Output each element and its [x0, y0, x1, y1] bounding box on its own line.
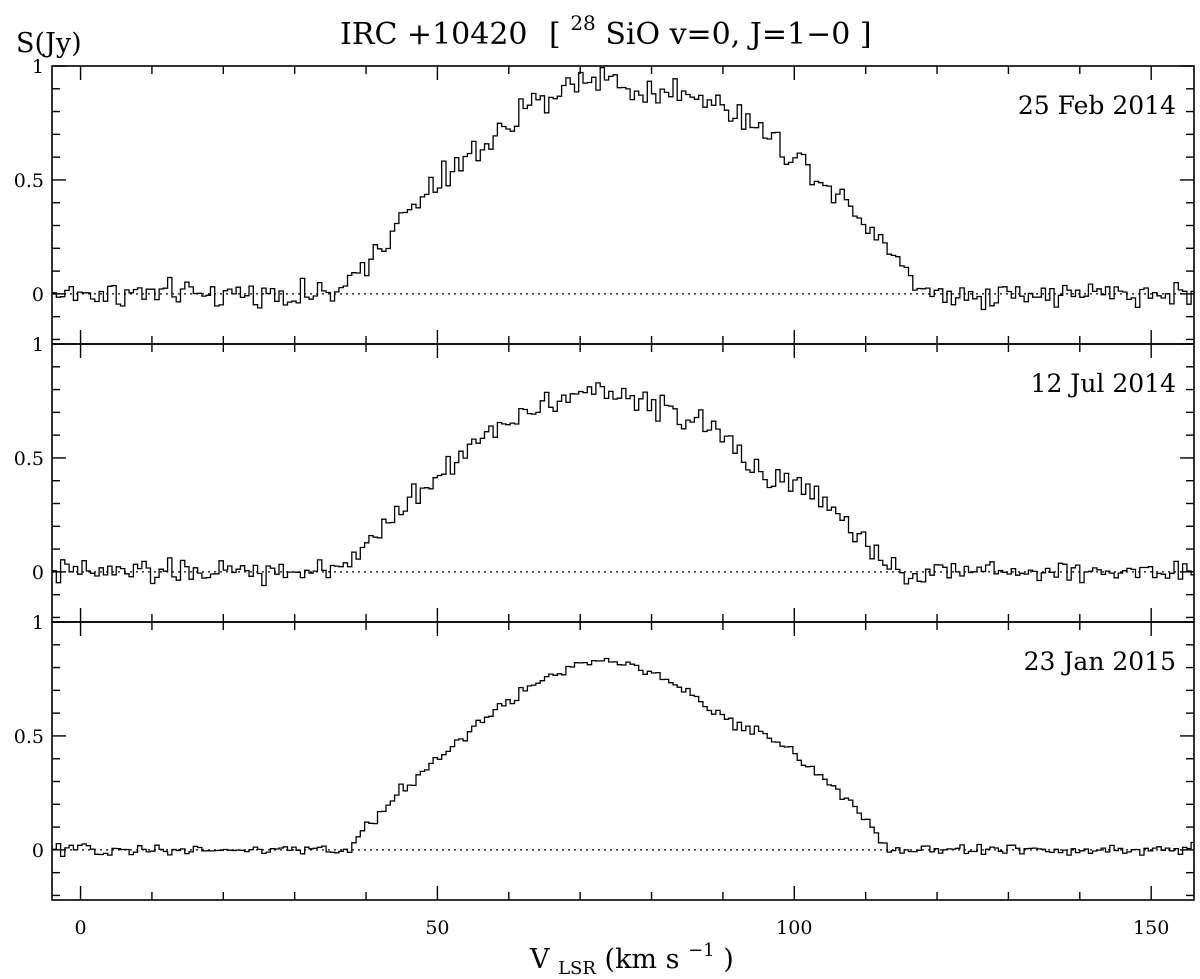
- x-tick-label: 150: [1133, 917, 1169, 939]
- y-tick-label: 0: [32, 284, 44, 306]
- title-bracket-open: [: [549, 17, 561, 52]
- title-molecule: SiO v=0, J=1−0: [605, 17, 850, 52]
- y-tick-label: 0: [32, 840, 44, 862]
- x-label-unit-exp: −1: [688, 940, 715, 961]
- panel-frame: [51, 621, 1195, 901]
- panel-2: 0 0.5 1 12 Jul 2014: [14, 334, 1195, 623]
- y-tick-label: 0.5: [14, 448, 44, 470]
- y-tick-label: 0: [32, 562, 44, 584]
- x-label-sub: LSR: [558, 958, 596, 979]
- x-axis-label: V LSR (km s −1 ): [529, 932, 734, 979]
- y-tick-label: 0.5: [14, 726, 44, 748]
- x-label-main: V: [529, 944, 550, 975]
- panel-date-label: 23 Jan 2015: [1024, 647, 1176, 676]
- spectrum-line: [52, 382, 1194, 587]
- x-tick-label: 0: [75, 917, 87, 939]
- title-bracket-close: ]: [860, 17, 872, 52]
- x-label-unit-open: (km s: [605, 944, 680, 975]
- y-tick-label: 1: [32, 334, 44, 356]
- y-axis-label: S(Jy): [16, 28, 82, 59]
- title-source: IRC +10420: [340, 17, 528, 52]
- title-isotope: 28: [570, 11, 595, 35]
- panel-frame: [51, 343, 1195, 623]
- panel-3: 0 0.5 1 23 Jan 2015: [14, 612, 1195, 901]
- x-tick-label: 50: [425, 917, 449, 939]
- panels-group: 0 0.5 1 25 Feb 2014 0 0.5 1 12 Jul 2014 0 0.5 1 23 …: [14, 56, 1195, 939]
- y-tick-label: 0.5: [14, 170, 44, 192]
- y-tick-label: 1: [32, 56, 44, 78]
- spectrum-line: [52, 657, 1194, 858]
- panel-date-label: 12 Jul 2014: [1031, 369, 1176, 398]
- spectrum-line: [52, 66, 1194, 311]
- x-label-unit-close: ): [723, 944, 734, 975]
- chart-title: IRC +10420 [ 28 SiO v=0, J=1−0 ]: [340, 3, 872, 52]
- x-tick-label: 100: [776, 917, 812, 939]
- y-tick-label: 1: [32, 612, 44, 634]
- panel-1: 0 0.5 1 25 Feb 2014: [14, 56, 1195, 345]
- panel-date-label: 25 Feb 2014: [1018, 91, 1176, 120]
